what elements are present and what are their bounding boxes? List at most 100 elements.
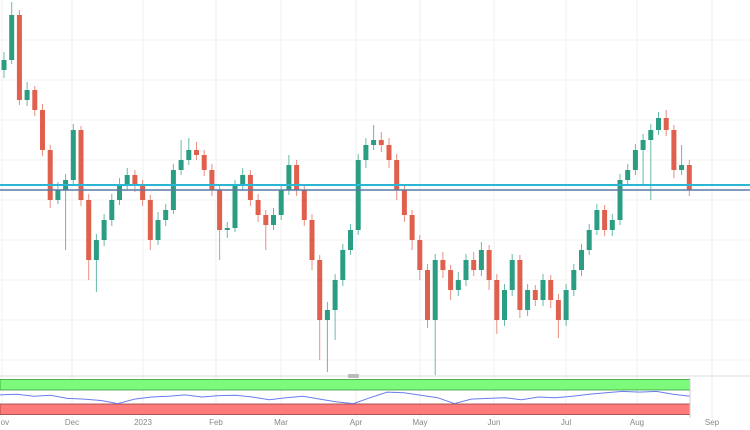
overbought-band xyxy=(0,379,691,391)
candle xyxy=(140,180,146,206)
candle-body xyxy=(178,160,184,170)
candle-body xyxy=(224,228,230,230)
candle xyxy=(363,138,369,168)
candle xyxy=(132,170,138,192)
candle-body xyxy=(401,190,407,215)
candle-body xyxy=(117,185,122,200)
candle-body xyxy=(371,140,377,145)
candle xyxy=(209,164,215,196)
candle-body xyxy=(540,280,546,300)
candle-body xyxy=(594,210,600,230)
candle xyxy=(170,164,176,214)
candle xyxy=(640,134,646,185)
candle-body xyxy=(155,220,161,240)
candle-body xyxy=(663,118,669,130)
candle xyxy=(163,204,169,226)
candle xyxy=(155,212,161,245)
grid-lines xyxy=(0,0,750,418)
candle xyxy=(671,125,677,178)
candle-body xyxy=(32,90,38,110)
candle-body xyxy=(586,230,592,250)
candle-body xyxy=(617,180,623,220)
candle xyxy=(455,272,461,296)
candle-body xyxy=(109,200,115,220)
candle xyxy=(317,255,323,360)
candle-body xyxy=(209,170,215,190)
x-tick-label: Nov xyxy=(0,418,9,427)
x-tick-label: Mar xyxy=(274,418,288,427)
candle-body xyxy=(240,175,246,185)
candle xyxy=(340,244,346,286)
candle-body xyxy=(55,190,61,200)
candle xyxy=(656,112,661,135)
candle-body xyxy=(509,260,515,290)
candle-body xyxy=(378,140,384,145)
candle xyxy=(232,180,238,232)
candle-body xyxy=(394,160,400,190)
candle xyxy=(309,214,315,270)
candle xyxy=(194,142,199,160)
candle-body xyxy=(78,130,84,200)
candle-body xyxy=(532,290,538,300)
candle xyxy=(224,222,230,238)
candle xyxy=(86,194,92,280)
candle xyxy=(648,124,654,200)
candle xyxy=(355,154,361,235)
candle xyxy=(70,124,76,185)
candle xyxy=(532,285,538,306)
candle xyxy=(586,224,592,255)
candle-body xyxy=(348,230,353,250)
candle-body xyxy=(232,185,238,228)
candle-body xyxy=(671,130,677,170)
candle-body xyxy=(301,190,307,220)
horizontal-levels[interactable] xyxy=(0,184,750,191)
pane-resize-handle[interactable] xyxy=(348,374,359,378)
candle xyxy=(494,274,500,334)
candle-body xyxy=(494,280,500,320)
candle-body xyxy=(255,200,261,215)
candle-body xyxy=(140,185,146,200)
candle xyxy=(9,2,15,64)
candle xyxy=(255,194,261,222)
candle xyxy=(525,284,531,316)
candle xyxy=(378,132,384,152)
candle xyxy=(540,274,546,306)
candle xyxy=(471,252,477,276)
candle xyxy=(409,210,415,250)
candle-body xyxy=(294,165,300,190)
candle-body xyxy=(625,170,631,180)
candle-body xyxy=(1,60,7,70)
candle-body xyxy=(93,240,99,260)
candle-body xyxy=(101,220,107,240)
candle xyxy=(301,185,307,226)
indicator-line xyxy=(0,390,691,405)
oversold-band xyxy=(0,403,691,415)
candle xyxy=(271,208,276,230)
x-tick-label: May xyxy=(412,418,427,427)
candle xyxy=(217,185,223,260)
candle-body xyxy=(686,165,692,190)
candle xyxy=(40,104,45,156)
candle-body xyxy=(70,130,76,180)
candle xyxy=(417,235,423,280)
x-tick-label: Apr xyxy=(350,418,363,427)
x-tick-label: Jul xyxy=(561,418,571,427)
candle-body xyxy=(271,215,276,225)
candle-body xyxy=(656,118,661,130)
candles xyxy=(1,2,692,375)
candle-body xyxy=(9,15,15,60)
candle-body xyxy=(425,270,430,320)
candle xyxy=(332,274,338,340)
candle-body xyxy=(201,155,207,170)
x-tick-label: Aug xyxy=(630,418,644,427)
candle-body xyxy=(440,260,446,270)
candle xyxy=(432,254,438,375)
candle-body xyxy=(286,165,292,190)
candle xyxy=(324,302,330,372)
candle xyxy=(663,110,669,136)
candle xyxy=(517,255,523,318)
candle-body xyxy=(555,300,561,320)
candle-body xyxy=(86,200,92,260)
candle-body xyxy=(640,140,646,150)
candle-body xyxy=(632,150,638,170)
